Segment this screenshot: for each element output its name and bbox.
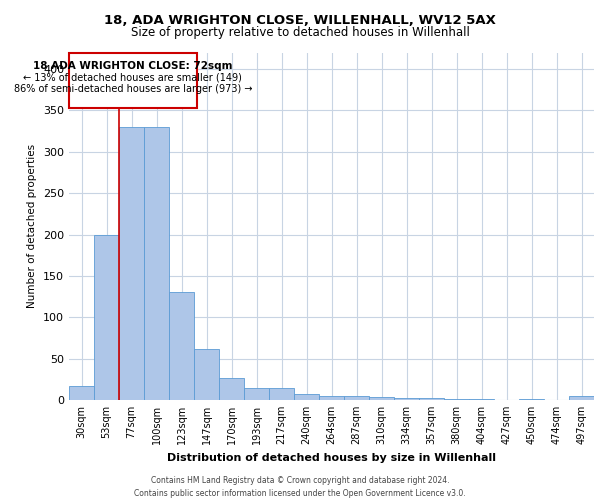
Text: ← 13% of detached houses are smaller (149): ← 13% of detached houses are smaller (14…: [23, 72, 242, 83]
Bar: [69, 386, 94, 400]
X-axis label: Distribution of detached houses by size in Willenhall: Distribution of detached houses by size …: [167, 452, 496, 462]
Bar: [369, 396, 394, 400]
Bar: [94, 234, 119, 400]
Text: Contains HM Land Registry data © Crown copyright and database right 2024.
Contai: Contains HM Land Registry data © Crown c…: [134, 476, 466, 498]
Bar: [69, 54, 197, 108]
Bar: [444, 399, 469, 400]
Bar: [169, 292, 194, 400]
Text: Size of property relative to detached houses in Willenhall: Size of property relative to detached ho…: [131, 26, 469, 39]
Text: 18 ADA WRIGHTON CLOSE: 72sqm: 18 ADA WRIGHTON CLOSE: 72sqm: [33, 61, 233, 71]
Bar: [144, 127, 169, 400]
Bar: [419, 398, 444, 400]
Bar: [519, 399, 544, 400]
Bar: [219, 378, 244, 400]
Bar: [269, 388, 294, 400]
Bar: [394, 398, 419, 400]
Bar: [469, 399, 494, 400]
Bar: [344, 396, 369, 400]
Bar: [119, 127, 144, 400]
Bar: [244, 388, 269, 400]
Bar: [319, 396, 344, 400]
Bar: [569, 396, 594, 400]
Y-axis label: Number of detached properties: Number of detached properties: [28, 144, 37, 308]
Bar: [194, 348, 219, 400]
Text: 86% of semi-detached houses are larger (973) →: 86% of semi-detached houses are larger (…: [14, 84, 252, 94]
Text: 18, ADA WRIGHTON CLOSE, WILLENHALL, WV12 5AX: 18, ADA WRIGHTON CLOSE, WILLENHALL, WV12…: [104, 14, 496, 27]
Bar: [294, 394, 319, 400]
